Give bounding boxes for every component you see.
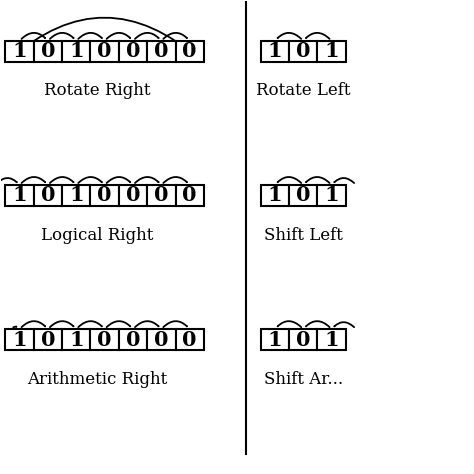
FancyArrowPatch shape <box>306 177 329 183</box>
Bar <box>119 185 147 206</box>
FancyArrowPatch shape <box>50 321 73 327</box>
Text: 1: 1 <box>324 185 339 205</box>
FancyArrowPatch shape <box>335 322 354 327</box>
Bar <box>261 185 289 206</box>
FancyArrowPatch shape <box>21 33 45 39</box>
FancyArrowPatch shape <box>264 43 341 60</box>
FancyArrowPatch shape <box>306 33 329 39</box>
FancyArrowPatch shape <box>135 177 158 183</box>
Text: 1: 1 <box>69 41 83 61</box>
FancyArrowPatch shape <box>135 321 158 327</box>
FancyArrowPatch shape <box>13 327 16 328</box>
Text: 0: 0 <box>154 41 169 61</box>
Bar <box>34 329 62 350</box>
FancyArrowPatch shape <box>78 321 102 327</box>
Bar <box>34 185 62 206</box>
Text: 0: 0 <box>154 329 169 349</box>
FancyArrowPatch shape <box>135 33 158 39</box>
Bar <box>34 41 62 62</box>
FancyArrowPatch shape <box>10 18 200 60</box>
Text: 0: 0 <box>154 185 169 205</box>
Text: 1: 1 <box>12 185 27 205</box>
FancyArrowPatch shape <box>78 33 102 39</box>
Text: Shift Ar...: Shift Ar... <box>264 371 343 388</box>
FancyArrowPatch shape <box>164 177 187 183</box>
FancyArrowPatch shape <box>50 177 73 183</box>
Text: 0: 0 <box>41 329 55 349</box>
Text: Rotate Left: Rotate Left <box>256 82 350 100</box>
Bar <box>318 329 346 350</box>
Bar <box>147 41 175 62</box>
FancyArrowPatch shape <box>164 33 187 39</box>
Text: Rotate Right: Rotate Right <box>45 82 151 100</box>
Bar <box>62 185 91 206</box>
Bar <box>62 329 91 350</box>
Text: 1: 1 <box>267 41 282 61</box>
FancyArrowPatch shape <box>306 321 329 327</box>
Text: 0: 0 <box>126 41 140 61</box>
Text: 1: 1 <box>12 41 27 61</box>
FancyArrowPatch shape <box>78 177 102 183</box>
Text: 0: 0 <box>182 185 197 205</box>
Bar <box>91 185 119 206</box>
Bar <box>5 329 34 350</box>
Bar <box>261 329 289 350</box>
Bar <box>119 41 147 62</box>
Bar <box>5 185 34 206</box>
Text: 1: 1 <box>12 329 27 349</box>
Text: 0: 0 <box>41 41 55 61</box>
Bar <box>119 329 147 350</box>
Text: 1: 1 <box>69 329 83 349</box>
Bar <box>289 185 318 206</box>
Text: 0: 0 <box>182 41 197 61</box>
FancyArrowPatch shape <box>50 33 73 39</box>
FancyArrowPatch shape <box>278 177 301 183</box>
Bar <box>261 41 289 62</box>
Text: 0: 0 <box>98 329 112 349</box>
FancyArrowPatch shape <box>107 33 130 39</box>
Text: 1: 1 <box>267 329 282 349</box>
Text: 1: 1 <box>267 185 282 205</box>
Text: 0: 0 <box>126 185 140 205</box>
FancyArrowPatch shape <box>21 177 45 183</box>
Text: Shift Left: Shift Left <box>264 227 343 244</box>
Text: 0: 0 <box>98 185 112 205</box>
Bar <box>289 41 318 62</box>
Text: 1: 1 <box>69 185 83 205</box>
Text: 0: 0 <box>296 329 310 349</box>
Bar <box>318 185 346 206</box>
Bar <box>175 329 204 350</box>
Bar <box>62 41 91 62</box>
FancyArrowPatch shape <box>107 321 130 327</box>
Text: 0: 0 <box>98 41 112 61</box>
Text: Arithmetic Right: Arithmetic Right <box>27 371 168 388</box>
Text: 0: 0 <box>182 329 197 349</box>
FancyArrowPatch shape <box>164 321 187 327</box>
Bar <box>175 41 204 62</box>
Text: 1: 1 <box>324 41 339 61</box>
FancyArrowPatch shape <box>278 33 301 39</box>
Text: 0: 0 <box>41 185 55 205</box>
Bar <box>147 185 175 206</box>
FancyArrowPatch shape <box>107 177 130 183</box>
Bar <box>318 41 346 62</box>
Text: Logical Right: Logical Right <box>41 227 154 244</box>
Bar <box>91 41 119 62</box>
Text: 0: 0 <box>126 329 140 349</box>
Bar <box>289 329 318 350</box>
Text: 1: 1 <box>324 329 339 349</box>
Bar <box>91 329 119 350</box>
FancyArrowPatch shape <box>335 178 354 183</box>
Text: 0: 0 <box>296 41 310 61</box>
FancyArrowPatch shape <box>0 178 17 183</box>
Bar <box>175 185 204 206</box>
Text: 0: 0 <box>296 185 310 205</box>
FancyArrowPatch shape <box>21 321 45 327</box>
FancyArrowPatch shape <box>278 321 301 327</box>
Bar <box>5 41 34 62</box>
Bar <box>147 329 175 350</box>
